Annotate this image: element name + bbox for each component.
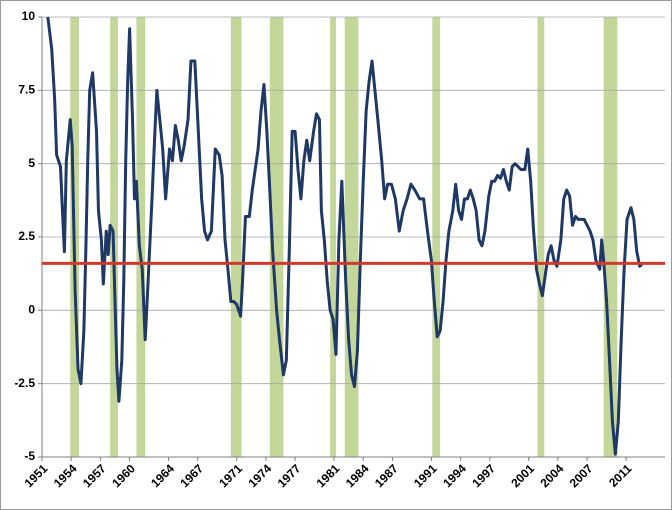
data-line [46, 16, 644, 456]
y-tick-label: -2.5 [14, 376, 35, 390]
y-tick-label: -5 [24, 449, 35, 463]
y-tick-label: 10 [22, 9, 36, 23]
y-tick-label: 0 [28, 303, 35, 317]
y-tick-label: 7.5 [18, 83, 35, 97]
y-tick-label: 5 [28, 156, 35, 170]
y-tick-label: 2.5 [18, 229, 35, 243]
